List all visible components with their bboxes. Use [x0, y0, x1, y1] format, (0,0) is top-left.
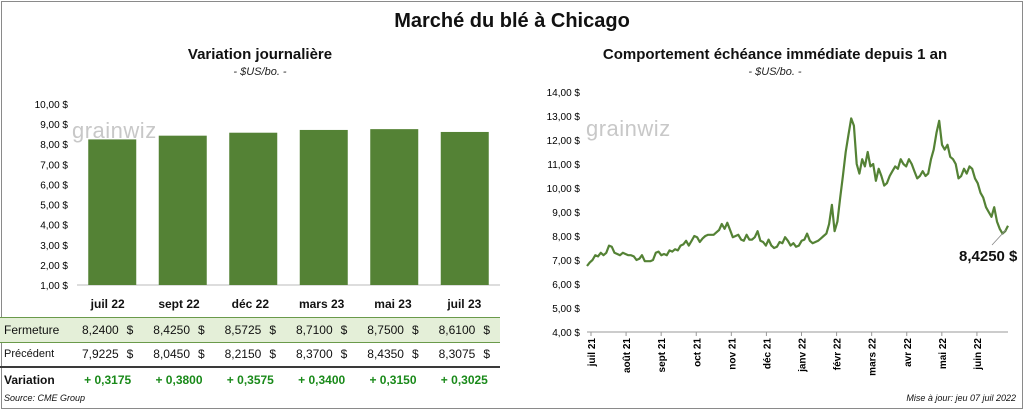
- update-note: Mise à jour: jeu 07 juil 2022: [906, 393, 1016, 403]
- currency-suffix: $: [269, 347, 277, 362]
- table-cell: + 0,3800: [155, 373, 203, 387]
- last-value-label: 8,4250 $: [959, 248, 1018, 265]
- y-tick-label: 6,00 $: [552, 280, 580, 291]
- currency-suffix: $: [198, 322, 205, 337]
- x-tick-label: févr 22: [833, 338, 844, 371]
- table-cell: 8,3075 $: [428, 342, 500, 368]
- table-cell: 8,2150 $: [214, 342, 286, 368]
- y-tick-label: 6,00 $: [40, 180, 68, 191]
- bar: [370, 129, 419, 285]
- y-tick-label: 8,00 $: [40, 140, 68, 151]
- column-header: juil 23: [447, 297, 482, 312]
- currency-suffix: $: [483, 322, 491, 337]
- table-cell: + 0,3575: [226, 373, 274, 387]
- price-series-line: [586, 117, 1009, 267]
- bar-chart: 1,00 $ 2,00 $ 3,00 $ 4,00 $ 5,00 $ 6,00 $ 7,00…: [35, 100, 500, 292]
- y-tick-label: 9,00 $: [40, 120, 68, 131]
- y-tick-label: 14,00 $: [547, 88, 581, 99]
- table-cell: 8,7500 $: [357, 316, 429, 343]
- x-tick-label: nov 21: [727, 338, 738, 370]
- table-row-variation: Variation + 0,3175 + 0,3800 + 0,3575 + 0,340…: [0, 367, 500, 392]
- table-cell: 8,3700 $: [285, 342, 358, 368]
- y-tick-label: 1,00 $: [40, 281, 68, 292]
- y-tick-label: 7,00 $: [552, 256, 580, 267]
- y-tick-label: 7,00 $: [40, 160, 68, 171]
- y-tick-label: 10,00 $: [35, 100, 69, 111]
- price-table: juil 22 sept 22 déc 22 mars 23 mai 23 juil 23…: [0, 292, 500, 392]
- source-note: Source: CME Group: [4, 393, 86, 403]
- y-tick-label: 4,00 $: [552, 328, 580, 339]
- currency-suffix: $: [340, 347, 348, 362]
- table-cell: + 0,3025: [440, 373, 488, 387]
- x-tick-label: mai 22: [938, 338, 949, 370]
- table-cell: 8,6100 $: [428, 316, 500, 343]
- x-tick-label: juil 21: [587, 338, 598, 368]
- left-unit: - $US/bo. -: [233, 66, 287, 78]
- x-tick-label: janv 22: [798, 338, 809, 373]
- y-tick-label: 5,00 $: [552, 304, 580, 315]
- column-header: mai 23: [374, 297, 412, 312]
- left-watermark: grainwiz: [72, 118, 157, 143]
- x-tick-label: oct 21: [692, 338, 703, 367]
- row-label: Précédent: [0, 342, 72, 368]
- currency-suffix: $: [198, 347, 205, 362]
- y-tick-label: 5,00 $: [40, 201, 68, 212]
- x-tick-label: mars 22: [868, 338, 879, 376]
- y-tick-label: 4,00 $: [40, 221, 68, 232]
- y-tick-label: 9,00 $: [552, 208, 580, 219]
- right-subtitle: Comportement échéance immédiate depuis 1…: [602, 46, 948, 63]
- currency-suffix: $: [411, 322, 419, 337]
- column-header: sept 22: [158, 297, 200, 312]
- y-tick-label: 11,00 $: [547, 160, 580, 171]
- table-header-row: juil 22 sept 22 déc 22 mars 23 mai 23 juil 23: [0, 292, 500, 317]
- main-title: Marché du blé à Chicago: [394, 10, 630, 32]
- bar: [440, 131, 489, 285]
- currency-suffix: $: [483, 347, 491, 362]
- x-tick-label: déc 21: [762, 338, 773, 370]
- x-tick-label: avr 22: [903, 338, 914, 367]
- y-tick-label: 10,00 $: [547, 184, 581, 195]
- column-header: déc 22: [231, 297, 269, 312]
- row-label: Fermeture: [0, 316, 72, 343]
- bar: [229, 132, 278, 285]
- table-cell: 8,4350 $: [357, 342, 429, 368]
- y-tick-label: 12,00 $: [547, 136, 581, 147]
- currency-suffix: $: [411, 347, 419, 362]
- bar: [158, 135, 207, 285]
- currency-suffix: $: [269, 322, 277, 337]
- column-header: mars 23: [298, 297, 345, 312]
- table-cell: 8,7100 $: [285, 316, 358, 343]
- row-label: Variation: [4, 373, 55, 387]
- table-row-close: Fermeture 8,2400 $8,4250 $8,5725 $8,7100 $8,7…: [0, 316, 500, 343]
- currency-suffix: $: [126, 347, 134, 362]
- y-tick-label: 2,00 $: [40, 261, 68, 272]
- table-cell: + 0,3175: [84, 373, 132, 387]
- x-tick-label: sept 21: [657, 338, 668, 373]
- column-header: juil 22: [90, 297, 125, 312]
- table-cell: 8,2400 $: [72, 316, 144, 343]
- y-tick-label: 3,00 $: [40, 241, 68, 252]
- y-tick-label: 13,00 $: [547, 112, 581, 123]
- last-value-leader: [991, 229, 1007, 246]
- left-subtitle: Variation journalière: [187, 46, 333, 63]
- table-cell: + 0,3150: [369, 373, 417, 387]
- x-tick-label: juin 22: [973, 338, 984, 371]
- y-tick-label: 8,00 $: [552, 232, 580, 243]
- right-unit: - $US/bo. -: [748, 66, 802, 78]
- table-row-previous: Précédent 7,9225 $8,0450 $8,2150 $8,3700 $8,4…: [0, 342, 500, 368]
- bar: [88, 139, 137, 285]
- table-cell: + 0,3400: [298, 373, 346, 387]
- x-tick-label: août 21: [622, 338, 633, 373]
- bar: [299, 129, 348, 285]
- table-cell: 8,5725 $: [214, 316, 286, 343]
- table-cell: 8,4250 $: [143, 316, 215, 343]
- table-cell: 8,0450 $: [143, 342, 215, 368]
- table-cell: 7,9225 $: [72, 342, 144, 368]
- right-watermark: grainwiz: [586, 116, 671, 141]
- currency-suffix: $: [340, 322, 348, 337]
- currency-suffix: $: [126, 322, 134, 337]
